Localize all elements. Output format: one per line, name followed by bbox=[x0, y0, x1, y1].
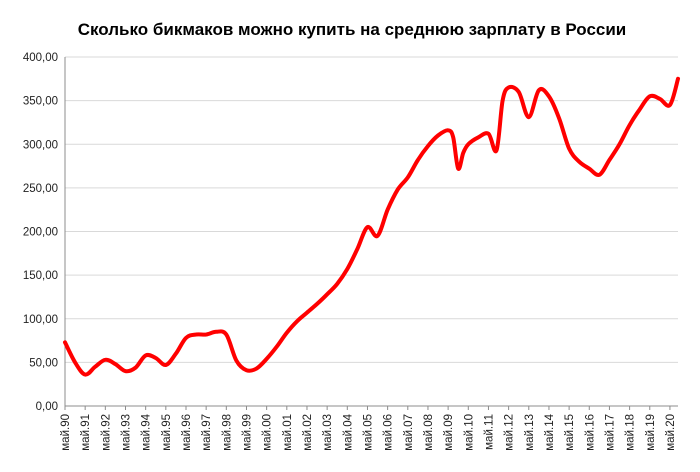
y-tick-label: 150,00 bbox=[23, 270, 58, 282]
y-tick-label: 50,00 bbox=[29, 357, 58, 369]
series-line bbox=[63, 76, 680, 377]
x-tick-label: май.14 bbox=[544, 413, 556, 450]
y-tick-label: 300,00 bbox=[23, 139, 58, 151]
x-tick-label: май.17 bbox=[604, 414, 616, 451]
x-tick-label: май.91 bbox=[80, 414, 92, 451]
gridlines bbox=[65, 56, 678, 363]
x-tick-label: май.99 bbox=[241, 414, 253, 451]
y-axis-tick-labels: 0,00 50,00 100,00 150,00 200,00 250,00 300,00 3… bbox=[23, 52, 58, 413]
x-tick-label: май.94 bbox=[141, 413, 153, 450]
y-tick-label: 100,00 bbox=[23, 314, 58, 326]
y-tick-label: 0,00 bbox=[36, 401, 58, 413]
y-tick-label: 350,00 bbox=[23, 96, 58, 108]
x-tick-label: май.00 bbox=[262, 414, 274, 451]
x-tick-label: май.05 bbox=[362, 414, 374, 451]
x-tick-label: май.12 bbox=[504, 414, 516, 451]
chart-title: Сколько бикмаков можно купить на среднюю… bbox=[78, 20, 627, 39]
x-tick-label: май.02 bbox=[302, 414, 314, 451]
y-tick-label: 400,00 bbox=[23, 52, 58, 64]
x-tick-label: май.10 bbox=[463, 414, 475, 451]
y-tick-label: 200,00 bbox=[23, 227, 58, 239]
x-tick-label: май.97 bbox=[201, 414, 213, 451]
x-tick-label: май.04 bbox=[342, 413, 354, 450]
x-axis-tick-labels: май.90 май.91 май.92 май.93 май.94 май.95 май.… bbox=[60, 413, 677, 450]
x-tick-label: май.03 bbox=[322, 414, 334, 451]
x-tick-label: май.07 bbox=[403, 414, 415, 451]
x-tick-label: май.13 bbox=[524, 414, 536, 451]
x-tick-label: май.20 bbox=[665, 414, 677, 451]
x-tick-label: май.98 bbox=[221, 414, 233, 451]
x-tick-label: май.06 bbox=[383, 414, 395, 451]
x-tick-label: май.96 bbox=[181, 414, 193, 451]
x-tick-label: май.19 bbox=[645, 414, 657, 451]
x-tick-label: май.01 bbox=[282, 414, 294, 451]
x-tick-label: май.15 bbox=[564, 414, 576, 451]
x-tick-label: май.16 bbox=[584, 414, 596, 451]
x-tick-label: май.90 bbox=[60, 414, 72, 451]
x-tick-label: май.08 bbox=[423, 414, 435, 451]
axes bbox=[64, 57, 678, 410]
y-tick-label: 250,00 bbox=[23, 183, 58, 195]
x-tick-label: май.92 bbox=[100, 414, 112, 451]
series-layer bbox=[63, 76, 680, 377]
x-tick-label: май.18 bbox=[625, 414, 637, 451]
x-tick-label: май.09 bbox=[443, 414, 455, 451]
x-tick-label: май.95 bbox=[161, 414, 173, 451]
x-tick-label: май.93 bbox=[120, 414, 132, 451]
x-tick-label: май.11 bbox=[483, 414, 495, 450]
